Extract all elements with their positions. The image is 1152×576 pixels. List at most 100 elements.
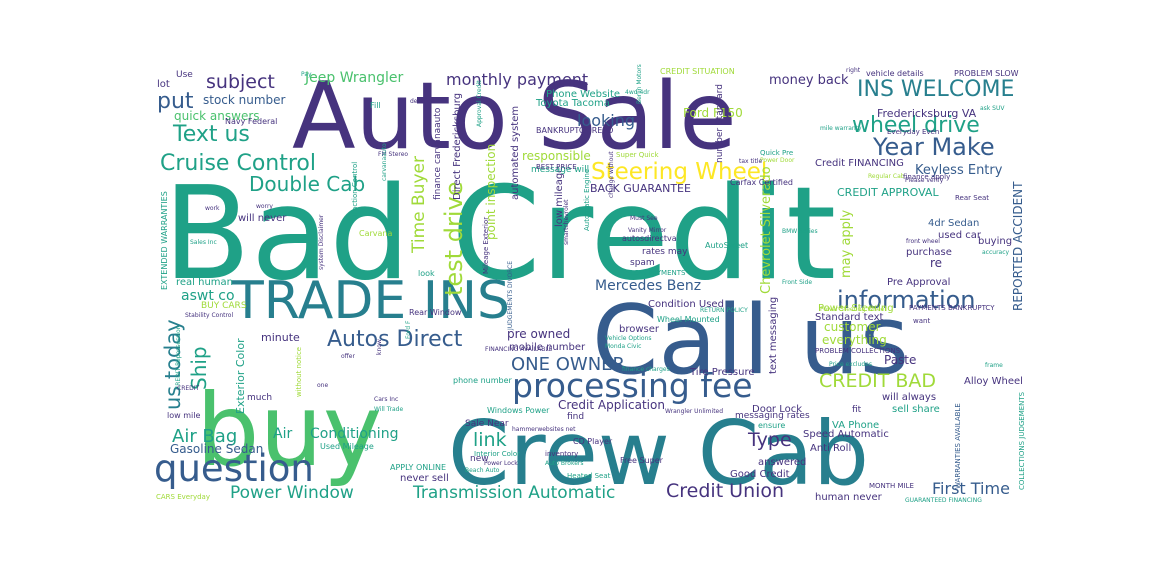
word-power-window: Power Window <box>230 483 354 503</box>
word-must-see: Must See <box>630 215 658 222</box>
word-price-excludes: Price excludes <box>829 361 872 368</box>
word-cars-everyday: CARS Everyday <box>156 493 210 501</box>
word-bmw-series: BMW Series <box>782 228 818 235</box>
word-double-cab: Double Cab <box>249 172 365 196</box>
word-smartchevrolet: smartchevrolet <box>563 199 570 245</box>
word-cd-player: CD Player <box>573 437 613 446</box>
word-never-sell: never sell <box>400 473 449 484</box>
word-exterior-color: Exterior Color <box>234 338 247 414</box>
word-look: look <box>418 269 435 278</box>
word-please-verify: Please verify <box>905 177 944 184</box>
word-low-mileage: low mileage <box>554 167 565 227</box>
word-messaging-rates: messaging rates <box>735 411 810 421</box>
word-hammerwebsites-net: hammerwebsites net <box>512 426 576 433</box>
word-type: Type <box>747 429 792 451</box>
word-door-lock: Door Lock <box>752 404 802 415</box>
word-system-disclaimer: system Disclaimer <box>318 214 325 270</box>
word-ship: Ship <box>187 346 211 390</box>
word-super-quick: Super Quick <box>616 151 659 159</box>
word-sell-share: sell share <box>892 404 940 415</box>
word-question: question <box>154 447 314 490</box>
word-reported-accident: REPORTED ACCIDENT <box>1011 181 1025 311</box>
word-real-human: real human <box>176 277 233 288</box>
word-4dr-sedan: 4dr Sedan <box>928 218 979 229</box>
word-decision: decision <box>410 98 435 105</box>
word-used-mileage: Used Mileage <box>320 442 374 451</box>
word-ask-suv: ask SUV <box>980 105 1005 112</box>
word-good-credit: Good Credit <box>730 469 790 480</box>
word-purchase: purchase <box>906 247 952 258</box>
word-crew-cab: Crew Cab <box>448 402 869 505</box>
word-one: one <box>317 382 328 389</box>
word-want: want <box>913 317 930 325</box>
word-everyday-even: Everyday Even <box>887 128 939 136</box>
word-text-messaging: text messaging <box>768 297 779 374</box>
word-trade-ins: TRADE INS <box>231 271 510 331</box>
word-toyota-tacoma: Toyota Tacoma <box>535 98 610 109</box>
word-slow-payments: SLOW PAYMENTS <box>626 269 686 277</box>
word-vehicle-options: Vehicle Options <box>605 335 652 342</box>
word-bankruptcy-repo: BANKRUPTCY REPO <box>536 126 613 135</box>
word-quick-pre: Quick Pre <box>760 149 793 157</box>
word-low-mile: low mile <box>167 411 200 420</box>
word-change-without: change without <box>608 151 615 198</box>
word-collections-judgements: COLLECTIONS JUDGEMENTS <box>1018 391 1026 490</box>
word-steering-wheel: Steering Wheel <box>591 159 767 185</box>
word-frame: frame <box>985 362 1003 369</box>
word-phone-number: phone number <box>453 376 513 385</box>
word-fill: Fill <box>370 101 381 110</box>
word-phone-website: Phone Website <box>546 89 620 100</box>
word-may-apply: may apply <box>839 209 854 278</box>
word-link: link <box>473 429 507 451</box>
word-sale-near: Sale Near <box>465 419 509 429</box>
word-transmission-automatic: Transmission Automatic <box>412 483 615 503</box>
word-inventory: inventory <box>545 450 578 458</box>
word-power-steering-wheel: Power Steering Wheel <box>820 306 886 313</box>
word-first-time: First Time <box>932 479 1010 498</box>
word-stability-control: Stability Control <box>185 312 233 319</box>
word-lot: lot <box>157 79 170 90</box>
word-fredericksburg-va: Fredericksburg VA <box>877 107 977 120</box>
word-find: find <box>567 412 584 422</box>
word-payments-bankruptcy: PAYMENTS BANKRUPTCY <box>909 304 995 312</box>
word-direct-fredericksburg: Direct Fredericksburg <box>452 93 463 200</box>
word-judgements-divorce: JUDGEMENTS DIVORCE <box>507 261 514 331</box>
word-money-back: money back <box>769 73 849 88</box>
word-power-door: Power Door <box>760 157 795 164</box>
word-mercedes-benz: Mercedes Benz <box>595 278 701 294</box>
word-wrangler-unlimited: Wrangler Unlimited <box>665 408 723 415</box>
word-will-always: will always <box>882 392 936 403</box>
word-text-us: Text us <box>172 122 250 147</box>
word-call-us: Call us <box>592 286 909 396</box>
word-beach-auto: Beach Auto <box>465 467 500 474</box>
word-minute: minute <box>261 331 300 344</box>
word-carfax-certified: Carfax Certified <box>730 178 793 187</box>
word-year-make: Year Make <box>872 133 995 161</box>
word-much: much <box>247 393 272 403</box>
word-credit-union: Credit Union <box>666 480 784 502</box>
word-customer: customer <box>824 320 881 334</box>
word-browser: browser <box>619 324 660 335</box>
word-credit-bad: CREDIT BAD <box>819 370 936 392</box>
word-autosweet: AutoSweet <box>705 241 748 250</box>
word-credit-application: Credit Application <box>558 398 665 412</box>
word-pre-approval: Pre Approval <box>887 277 950 288</box>
word-mobile-number: mobile number <box>509 342 586 353</box>
word-air-bag: Air Bag <box>172 426 237 447</box>
word-re: re <box>930 256 942 270</box>
word-power-lock: Power Lock <box>484 460 518 467</box>
word-cars-inc: Cars Inc <box>374 396 398 403</box>
word-will-trade: Will Trade <box>374 406 403 413</box>
word-wheel-mounted: Wheel Mounted <box>657 315 720 324</box>
word-gasoline-sedan: Gasoline Sedan <box>170 442 263 456</box>
word-guaranteed-financing: GUARANTEED FINANCING <box>905 497 982 504</box>
word-information: information <box>837 286 976 314</box>
word-spam: spam <box>630 258 655 268</box>
word-anti-roll: Anti Roll <box>810 443 851 454</box>
word-conditioning: Conditioning <box>310 426 398 442</box>
word-berlin-motors: Berlin Motors <box>636 64 643 104</box>
word-everything: everything <box>822 333 887 347</box>
word-credit-situation: CREDIT SITUATION <box>660 67 735 76</box>
word-processing-fee: processing fee <box>512 366 753 405</box>
